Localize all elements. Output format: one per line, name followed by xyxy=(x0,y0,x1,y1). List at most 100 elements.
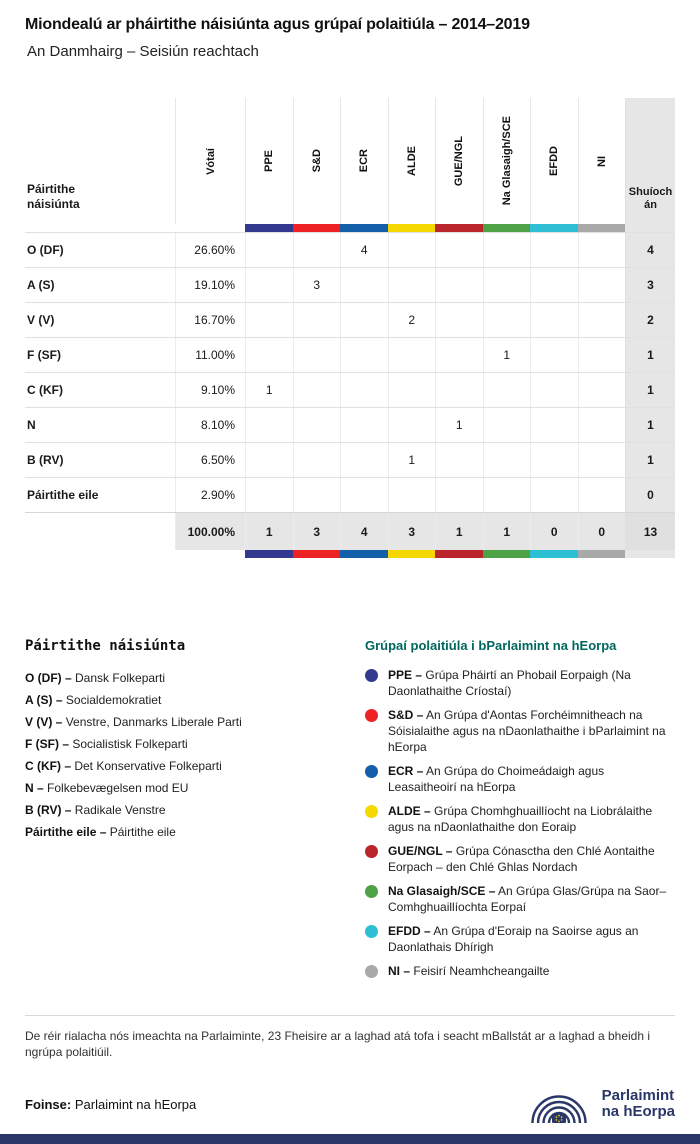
group-total-cell: 1 xyxy=(435,513,483,550)
votes-total-cell: 100.00% xyxy=(175,513,245,550)
group-seat-cell xyxy=(577,373,626,407)
votes-cell: 9.10% xyxy=(175,373,245,407)
group-seat-cell: 1 xyxy=(387,443,436,477)
group-legend-dot xyxy=(365,885,378,898)
group-seat-cell xyxy=(387,478,436,512)
group-total-cell: 0 xyxy=(530,513,578,550)
seats-total-cell: 1 xyxy=(625,443,675,477)
group-seat-cell xyxy=(530,373,578,407)
group-seat-cell xyxy=(340,443,388,477)
legend-item: S&D – An Grúpa d'Aontas Forchéimnitheach… xyxy=(365,707,675,755)
group-seat-cell xyxy=(245,443,293,477)
political-groups-legend: Grúpaí polaitiúla i bParlaimint na hEorp… xyxy=(365,638,675,987)
color-bar-efdd xyxy=(530,550,578,558)
group-seat-cell xyxy=(577,233,626,267)
party-name-cell: V (V) xyxy=(27,313,55,327)
group-seat-cell xyxy=(482,373,531,407)
group-column-header-guengl: GUE/NGL xyxy=(435,98,483,224)
legend-item: F (SF) – Socialistisk Folkeparti xyxy=(25,737,188,751)
legend-item: V (V) – Venstre, Danmarks Liberale Parti xyxy=(25,715,242,729)
source-row: Foinse: Parlaimint na hEorpa xyxy=(25,1082,675,1126)
group-seat-cell xyxy=(482,233,531,267)
party-name-cell: Páirtithe eile xyxy=(27,488,99,502)
group-seat-cell xyxy=(292,303,341,337)
group-seat-cell xyxy=(340,408,388,442)
table-row: V (V) 16.70% 2 2 xyxy=(25,302,675,337)
legend-item: O (DF) – Dansk Folkeparti xyxy=(25,671,166,685)
group-seat-cell xyxy=(245,408,293,442)
color-bar-guengl xyxy=(435,224,483,232)
legend-item: C (KF) – Det Konservative Folkeparti xyxy=(25,759,222,773)
group-seat-cell xyxy=(387,338,436,372)
legend-section: Páirtithe náisiúnta O (DF) – Dansk Folke… xyxy=(25,638,675,987)
votes-cell: 16.70% xyxy=(175,303,245,337)
group-seat-cell xyxy=(245,303,293,337)
legend-item: ECR – An Grúpa do Choimeádaigh agus Leas… xyxy=(365,763,675,795)
group-seat-cell xyxy=(292,338,341,372)
group-seat-cell xyxy=(435,303,483,337)
hemicycle-icon xyxy=(526,1082,592,1126)
group-seat-cell xyxy=(530,303,578,337)
color-bar-sd xyxy=(292,550,340,558)
group-seat-cell xyxy=(292,233,341,267)
group-column-header-ni: NI xyxy=(577,98,626,224)
votes-cell: 26.60% xyxy=(175,233,245,267)
group-seat-cell xyxy=(577,303,626,337)
group-legend-dot xyxy=(365,965,378,978)
group-legend-dot xyxy=(365,765,378,778)
color-bar-ni xyxy=(577,550,625,558)
group-seat-cell xyxy=(530,233,578,267)
group-seat-cell xyxy=(245,478,293,512)
table-row: O (DF) 26.60% 4 4 xyxy=(25,232,675,267)
legend-title-groups: Grúpaí polaitiúla i bParlaimint na hEorp… xyxy=(365,638,617,653)
group-seat-cell xyxy=(245,233,293,267)
results-table: Páirtithe náisiúnta Vótaí PPE S&D ECR AL… xyxy=(25,98,675,558)
group-column-header-efdd: EFDD xyxy=(530,98,578,224)
seats-grand-total-cell: 13 xyxy=(625,513,675,550)
legend-item: Na Glasaigh/SCE – An Grúpa Glas/Grúpa na… xyxy=(365,883,675,915)
group-column-header-ppe: PPE xyxy=(245,98,293,224)
seats-total-cell: 0 xyxy=(625,478,675,512)
group-seat-cell xyxy=(340,478,388,512)
table-row: Páirtithe eile 2.90% 0 xyxy=(25,477,675,512)
legend-item: B (RV) – Radikale Venstre xyxy=(25,803,166,817)
legend-item: NI – Feisirí Neamhcheangailte xyxy=(365,963,675,979)
party-name-cell: B (RV) xyxy=(27,453,64,467)
group-seat-cell xyxy=(387,268,436,302)
table-header-row: Páirtithe náisiúnta Vótaí PPE S&D ECR AL… xyxy=(25,98,675,224)
color-bar-alde xyxy=(387,550,435,558)
bottom-bar xyxy=(0,1134,700,1144)
group-seat-cell xyxy=(482,268,531,302)
group-legend-dot xyxy=(365,845,378,858)
group-seat-cell xyxy=(292,408,341,442)
legend-item: GUE/NGL – Grúpa Cónasctha den Chlé Aonta… xyxy=(365,843,675,875)
party-name-cell: O (DF) xyxy=(27,243,64,257)
group-seat-cell xyxy=(435,443,483,477)
group-total-cell: 3 xyxy=(387,513,435,550)
legend-item: EFDD – An Grúpa d'Eoraip na Saoirse agus… xyxy=(365,923,675,955)
group-seat-cell xyxy=(530,338,578,372)
votes-cell: 11.00% xyxy=(175,338,245,372)
group-color-bar-bottom xyxy=(25,550,675,558)
group-seat-cell xyxy=(292,443,341,477)
seats-total-cell: 4 xyxy=(625,233,675,267)
group-seat-cell: 2 xyxy=(387,303,436,337)
source-text: Foinse: Parlaimint na hEorpa xyxy=(25,1096,197,1112)
seats-total-cell: 1 xyxy=(625,408,675,442)
votes-column-header: Vótaí xyxy=(175,98,245,224)
party-name-cell: N xyxy=(27,418,36,432)
table-row: N 8.10% 1 1 xyxy=(25,407,675,442)
color-bar-sd xyxy=(292,224,340,232)
votes-cell: 2.90% xyxy=(175,478,245,512)
group-seat-cell: 1 xyxy=(435,408,483,442)
legend-item: Páirtithe eile – Páirtithe eile xyxy=(25,825,176,839)
group-total-cell: 1 xyxy=(482,513,530,550)
table-row: A (S) 19.10% 3 3 xyxy=(25,267,675,302)
color-bar-ecr xyxy=(340,550,388,558)
party-name-cell: F (SF) xyxy=(27,348,61,362)
group-legend-dot xyxy=(365,805,378,818)
footnote: De réir rialacha nós imeachta na Parlaim… xyxy=(25,1015,675,1060)
group-seat-cell xyxy=(435,268,483,302)
page-title: Miondealú ar pháirtithe náisiúnta agus g… xyxy=(25,16,530,33)
